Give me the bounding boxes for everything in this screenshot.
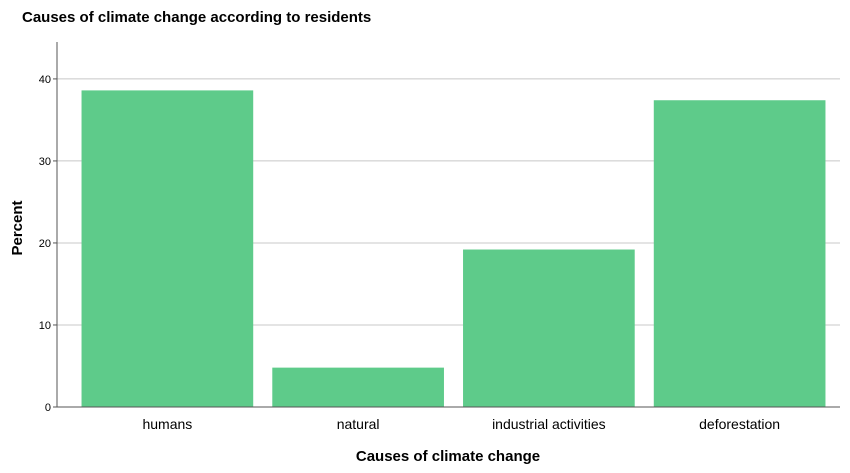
axes — [53, 42, 840, 408]
y-tick-label: 30 — [39, 156, 51, 168]
bars — [81, 90, 826, 408]
x-tick-label: humans — [142, 416, 192, 432]
y-tick-label: 20 — [39, 238, 51, 250]
bar-humans — [81, 90, 254, 408]
x-axis-label: Causes of climate change — [356, 448, 540, 465]
y-tick-label: 40 — [39, 74, 51, 86]
x-tick-labels: humans natural industrial activities defore… — [142, 416, 780, 432]
chart-title: Causes of climate change according to re… — [22, 9, 371, 26]
bar-industrial-activities — [463, 249, 635, 407]
y-axis-label: Percent — [9, 200, 26, 255]
x-tick-label: deforestation — [699, 416, 780, 432]
bar-natural — [272, 367, 444, 407]
y-tick-label: 0 — [45, 402, 51, 414]
bar-deforestation — [653, 100, 826, 407]
x-tick-label: industrial activities — [492, 416, 606, 432]
x-tick-label: natural — [337, 416, 380, 432]
y-tick-labels: 0 10 20 30 40 — [39, 74, 51, 414]
y-tick-label: 10 — [39, 320, 51, 332]
